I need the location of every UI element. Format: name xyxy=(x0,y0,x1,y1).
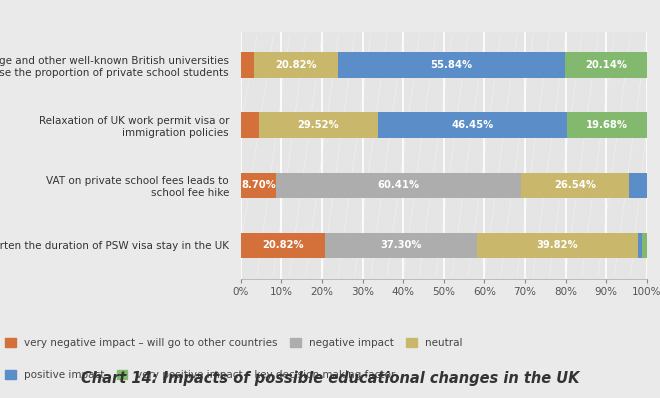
Bar xyxy=(259,113,378,138)
Bar xyxy=(629,173,647,198)
Bar xyxy=(241,52,254,78)
Bar xyxy=(378,113,567,138)
Text: 55.84%: 55.84% xyxy=(431,60,473,70)
Text: 39.82%: 39.82% xyxy=(537,240,578,250)
Text: 26.54%: 26.54% xyxy=(554,180,596,190)
Bar xyxy=(638,233,642,258)
Bar xyxy=(241,233,325,258)
Text: 37.30%: 37.30% xyxy=(380,240,422,250)
Legend: positive impact, very positive impact – key decision making factor: positive impact, very positive impact – … xyxy=(5,370,395,380)
Bar xyxy=(325,233,477,258)
Bar xyxy=(642,233,647,258)
Bar xyxy=(567,113,647,138)
Bar xyxy=(241,113,259,138)
Text: 60.41%: 60.41% xyxy=(378,180,420,190)
Text: 46.45%: 46.45% xyxy=(451,120,494,130)
Bar xyxy=(241,173,277,198)
Text: 8.70%: 8.70% xyxy=(241,180,276,190)
Text: 29.52%: 29.52% xyxy=(298,120,339,130)
Bar xyxy=(565,52,647,78)
Bar xyxy=(521,173,629,198)
Bar xyxy=(254,52,339,78)
Text: 20.82%: 20.82% xyxy=(275,60,317,70)
Bar xyxy=(477,233,638,258)
Text: 20.14%: 20.14% xyxy=(585,60,627,70)
Text: 19.68%: 19.68% xyxy=(586,120,628,130)
Text: 20.82%: 20.82% xyxy=(262,240,304,250)
Bar xyxy=(339,52,565,78)
Text: Chart 14: Impacts of possible educational changes in the UK: Chart 14: Impacts of possible educationa… xyxy=(81,371,579,386)
Bar xyxy=(277,173,521,198)
